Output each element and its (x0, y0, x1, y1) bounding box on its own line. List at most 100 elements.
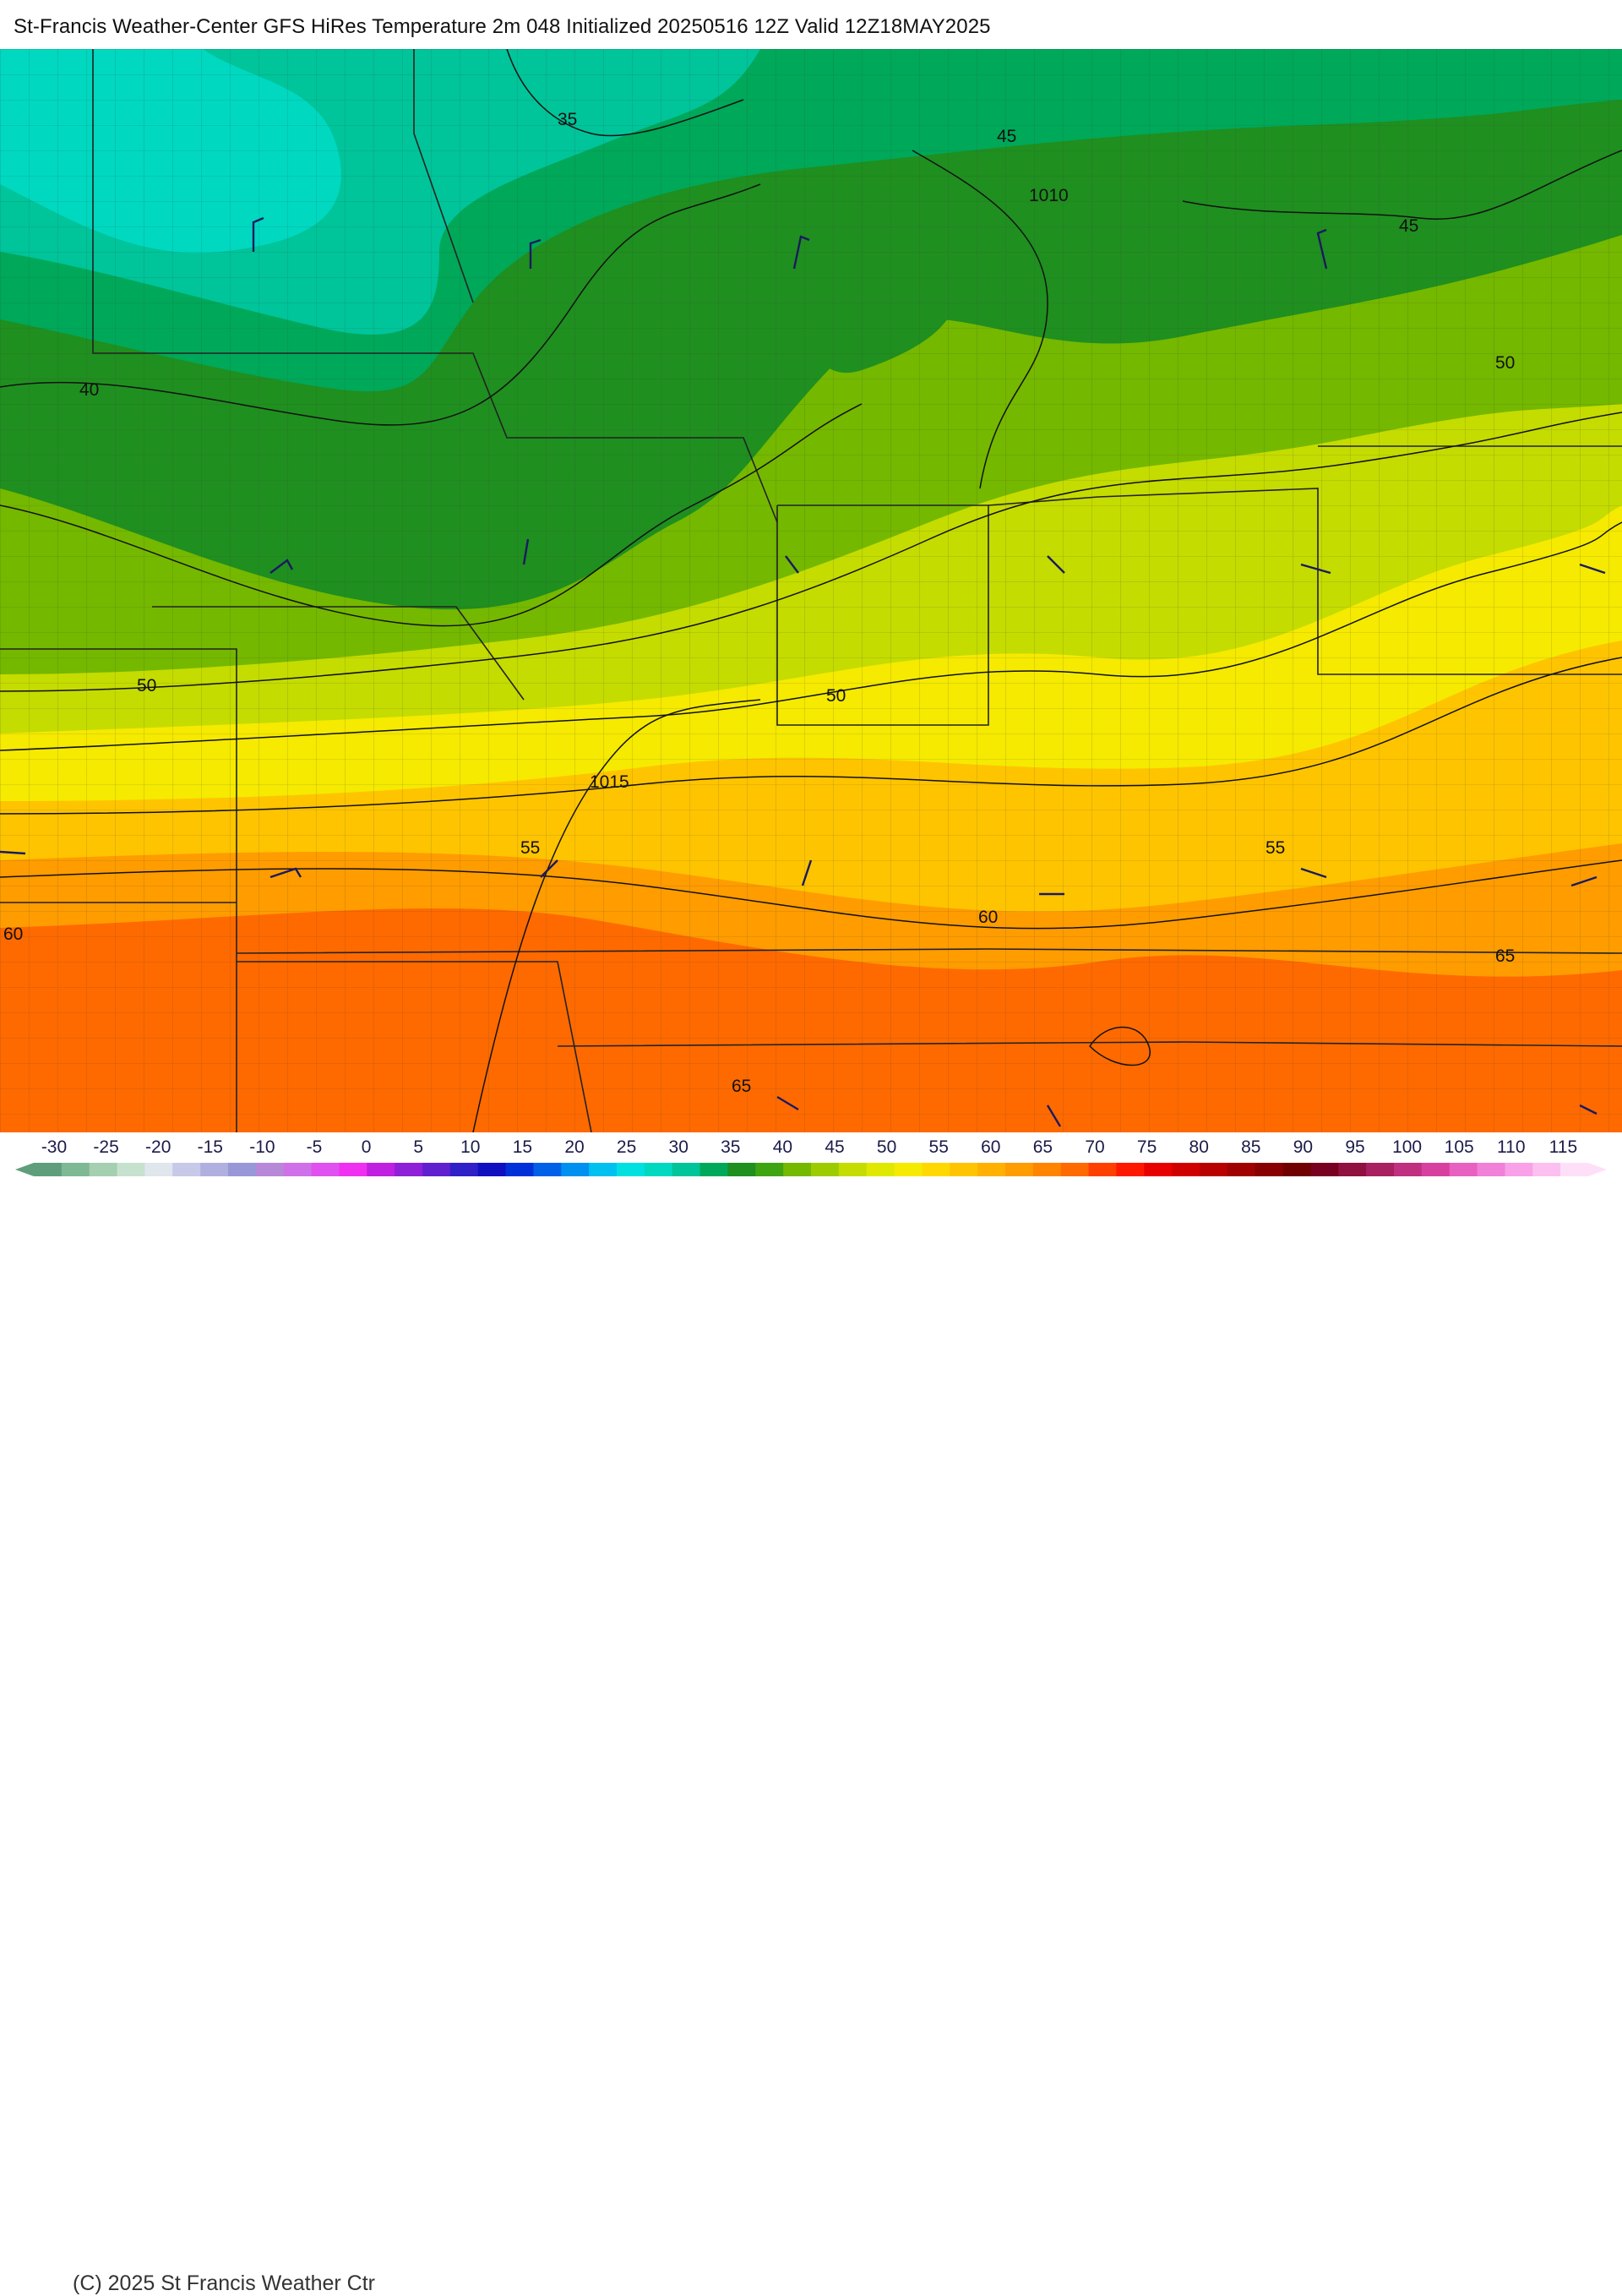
legend-tick-label: 60 (981, 1137, 1000, 1157)
legend-swatch (117, 1163, 145, 1176)
legend-tick-label: 0 (362, 1137, 372, 1157)
legend-swatch (838, 1163, 868, 1176)
legend-swatch (228, 1163, 257, 1176)
legend-tick-label: 25 (617, 1137, 636, 1157)
legend-tick-label: 115 (1549, 1137, 1577, 1157)
legend-tick-label: 105 (1445, 1137, 1474, 1157)
legend-tick-label: 100 (1392, 1137, 1422, 1157)
legend-swatch (311, 1163, 340, 1176)
legend-tick-label: 80 (1189, 1137, 1209, 1157)
wind-barb (792, 235, 810, 270)
legend-swatch (1421, 1163, 1451, 1176)
wind-barb (269, 867, 302, 879)
legend-swatch (1032, 1163, 1062, 1176)
legend-tick-label: -30 (41, 1137, 67, 1157)
isotherm-35 (506, 49, 744, 137)
wind-barb (252, 216, 264, 252)
legend-tick-label: 55 (929, 1137, 949, 1157)
isotherm-45-east (1182, 150, 1622, 220)
legend-swatch (894, 1163, 923, 1176)
wind-barb (1316, 228, 1328, 270)
legend-swatch (1366, 1163, 1395, 1176)
wind-barb (1579, 563, 1606, 575)
legend-tick-label: 10 (460, 1137, 480, 1157)
legend-swatch (144, 1163, 173, 1176)
wind-barb (1047, 555, 1065, 574)
legend-swatch (505, 1163, 534, 1176)
legend-tick-label: 75 (1137, 1137, 1157, 1157)
legend-swatch (644, 1163, 673, 1176)
legend-swatch (589, 1163, 618, 1176)
wind-barb (1300, 867, 1327, 879)
isobar-1010 (912, 150, 1048, 489)
closed-contour (1089, 1026, 1151, 1066)
wind-barb (785, 555, 799, 574)
contour-label-60-west: 60 (3, 924, 23, 944)
legend-arrow-right (1588, 1163, 1607, 1176)
legend-swatch (422, 1163, 451, 1176)
legend-swatch (1505, 1163, 1533, 1176)
isotherm-65 (0, 859, 1622, 930)
contour-labels: 35 45 1010 45 40 50 50 50 1015 55 55 60 … (3, 110, 1515, 1096)
copyright-text: (C) 2025 St Francis Weather Ctr (73, 2271, 375, 2295)
legend-tick-label: 70 (1085, 1137, 1104, 1157)
wind-barb (529, 238, 542, 269)
legend-swatch (449, 1163, 479, 1176)
legend-swatch (1144, 1163, 1173, 1176)
wind-barb (776, 1095, 799, 1111)
legend-swatch (1282, 1163, 1311, 1176)
wind-barb (801, 859, 813, 886)
isotherm-50 (0, 412, 1622, 692)
legend-swatch (477, 1163, 507, 1176)
wind-barb (269, 559, 294, 574)
legend-tick-label: -15 (198, 1137, 223, 1157)
legend-swatch (339, 1163, 367, 1176)
contours (0, 49, 1622, 1132)
title-bar: St-Francis Weather-Center GFS HiRes Temp… (0, 0, 1622, 50)
legend-swatch (61, 1163, 90, 1176)
legend-swatch (200, 1163, 229, 1176)
legend-swatch (255, 1163, 285, 1176)
contour-label-1010: 1010 (1029, 186, 1069, 205)
legend-swatch (1227, 1163, 1256, 1176)
legend-swatch (395, 1163, 423, 1176)
wind-barb (540, 859, 558, 878)
legend-tick-label: 40 (773, 1137, 792, 1157)
isotherm-60 (0, 657, 1622, 815)
legend-tick-label: 35 (721, 1137, 740, 1157)
legend-swatch (866, 1163, 895, 1176)
legend-swatch (922, 1163, 950, 1176)
legend-swatch (367, 1163, 395, 1176)
contour-label-50-west: 50 (137, 676, 156, 695)
legend-swatch (755, 1163, 784, 1176)
contour-label-45: 45 (997, 127, 1016, 146)
contour-label-50-east: 50 (1495, 353, 1515, 373)
legend-tick-label: 65 (1033, 1137, 1053, 1157)
legend-swatch (283, 1163, 313, 1176)
legend-swatch (672, 1163, 701, 1176)
legend-tick-label: 5 (413, 1137, 423, 1157)
legend-swatch (1255, 1163, 1284, 1176)
isotherm-40 (0, 183, 761, 426)
legend-tick-label: -20 (145, 1137, 171, 1157)
legend-swatch (1449, 1163, 1478, 1176)
legend-tick-label: 20 (564, 1137, 584, 1157)
temperature-map: 35 45 1010 45 40 50 50 50 1015 55 55 60 … (0, 49, 1622, 1132)
legend-swatch (1200, 1163, 1228, 1176)
wind-barb (1046, 1104, 1062, 1127)
legend-swatch (1394, 1163, 1423, 1176)
contour-label-35: 35 (558, 110, 577, 129)
county-lines (0, 49, 1622, 1132)
wind-barb (1570, 875, 1598, 887)
contour-label-55-east: 55 (1265, 838, 1285, 858)
legend-swatch (617, 1163, 645, 1176)
legend-arrow-left (15, 1163, 34, 1176)
legend-canvas: -30 -25 -20 -15 -10 -5 0 5 10 15 20 25 30 35 40 45 50 55 6… (15, 1137, 1607, 1176)
wind-barbs (0, 216, 1606, 1127)
chart-title: St-Francis Weather-Center GFS HiRes Temp… (14, 15, 991, 38)
contour-label-50-mid: 50 (826, 686, 846, 706)
legend-swatch (1310, 1163, 1339, 1176)
legend-swatch (89, 1163, 118, 1176)
legend-tick-label: 95 (1345, 1137, 1364, 1157)
legend-swatch (1060, 1163, 1090, 1176)
